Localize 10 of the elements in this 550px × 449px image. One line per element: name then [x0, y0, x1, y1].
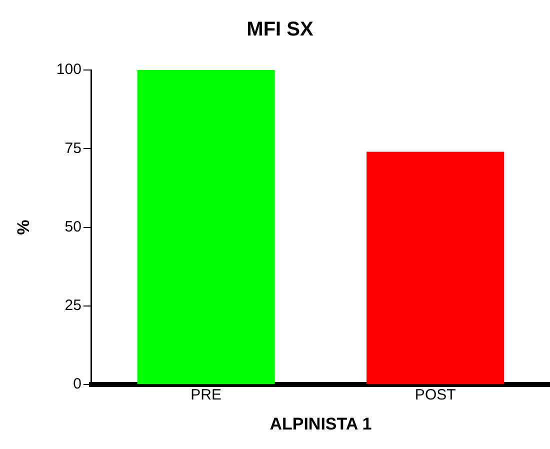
y-axis-title: %: [14, 220, 33, 235]
x-tick-label: PRE: [190, 386, 222, 404]
x-tick-label: POST: [414, 386, 456, 404]
y-tick-label: 25: [64, 297, 82, 314]
x-axis-title: ALPINISTA 1: [270, 414, 372, 434]
y-tick-label: 75: [64, 140, 82, 157]
y-tick-label: 50: [64, 218, 82, 236]
y-tick-label: 0: [73, 376, 82, 393]
y-tick-label: 100: [56, 61, 82, 78]
chart-title: MFI SX: [246, 18, 314, 41]
